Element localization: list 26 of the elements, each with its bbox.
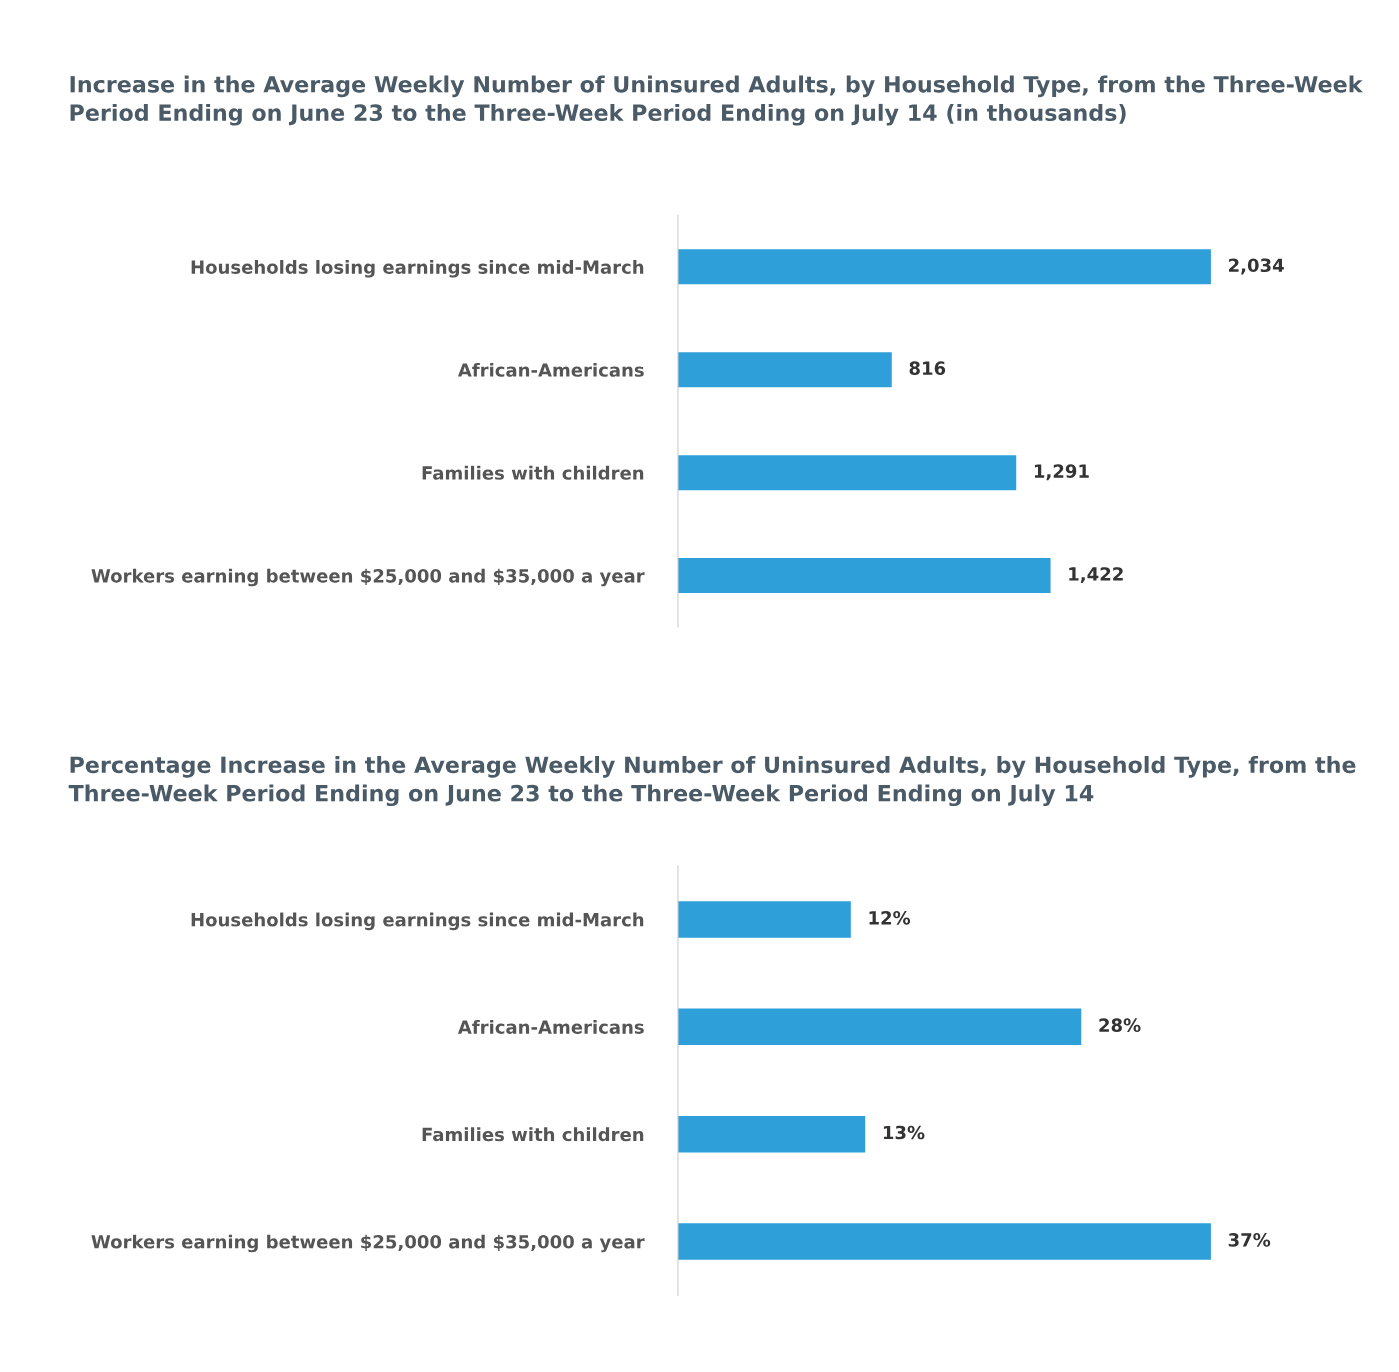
y-tick-label: Households losing earnings since mid-March: [191, 912, 644, 931]
y-tick-label: Workers earning between $25,000 and $35,000 a year: [91, 1234, 645, 1253]
bar: [677, 352, 892, 388]
y-tick-label: Workers earning between $25,000 and $35,000 a year: [91, 568, 645, 587]
bar: [677, 901, 851, 938]
data-label: 1,291: [1034, 464, 1089, 481]
data-label: 37%: [1228, 1233, 1271, 1247]
y-tick-label: Families with children: [422, 465, 644, 480]
data-label: 13%: [883, 1125, 925, 1140]
bar: [677, 558, 1051, 594]
data-label: 2,034: [1229, 258, 1284, 275]
chart-title: Percentage Increase in the Average Weekly Number of Uninsured Adults, by Household Type, from the Three-Week Period Ending on June 23 to the Three-Week Period Ending on July 14: [68, 755, 1356, 807]
data-label: 12%: [869, 910, 911, 925]
data-label: 816: [909, 361, 946, 375]
bar: [677, 1115, 866, 1153]
y-tick-label: Families with children: [422, 1127, 644, 1142]
bar: [677, 1008, 1082, 1046]
bar: [677, 1223, 1211, 1260]
bar: [677, 455, 1017, 491]
bar: [677, 249, 1211, 285]
y-tick-label: Households losing earnings since mid-March: [191, 259, 644, 278]
data-label: 1,422: [1069, 567, 1123, 584]
chart-title: Increase in the Average Weekly Number of Uninsured Adults, by Household Type, from the Three-Week Period Ending on June 23 to the Three-Week Period Ending on July 14 (in thousands): [70, 75, 1363, 126]
y-tick-label: African-Americans: [457, 1019, 644, 1034]
data-label: 28%: [1099, 1018, 1141, 1033]
y-tick-label: African-Americans: [457, 362, 644, 377]
